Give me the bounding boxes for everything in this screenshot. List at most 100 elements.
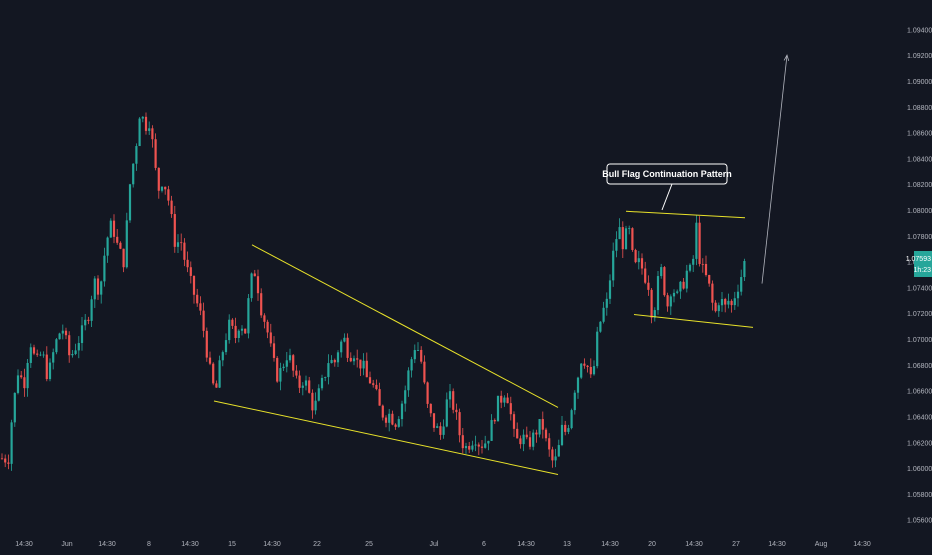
candle-body: [592, 366, 596, 375]
time-axis[interactable]: 14:30 Jun 14:30 8 14:30 15 14:30 22 25 Jul 6 14:30 1…: [15, 541, 871, 548]
candle-body: [682, 281, 685, 289]
candle-body: [362, 360, 365, 369]
trendlines-layer: [213, 210, 754, 476]
x-tick-label: 25: [365, 541, 373, 548]
candle-body: [103, 255, 106, 282]
candle-body: [240, 328, 244, 331]
candle-body: [727, 300, 730, 305]
candle-body: [336, 352, 340, 363]
current-price-tag-bg: [914, 251, 932, 277]
candle-body: [109, 220, 112, 238]
candle-body: [106, 237, 109, 256]
candle-body: [196, 294, 199, 304]
x-tick-label: 14:30: [601, 541, 619, 548]
candle-body: [736, 291, 740, 299]
candle-body: [647, 282, 650, 290]
candle-body: [535, 432, 538, 435]
candle-body: [61, 330, 64, 334]
y-tick-label: 1.06400: [907, 414, 932, 421]
x-tick-label: 14:30: [768, 541, 786, 548]
candle-body: [388, 413, 391, 423]
annotation-box[interactable]: [606, 163, 728, 185]
candle-body: [631, 228, 634, 250]
x-tick-label: 14:30: [263, 541, 281, 548]
price-axis[interactable]: 1.09400 1.09200 1.09000 1.08800 1.08600 1.084…: [907, 27, 932, 524]
candle-body: [16, 375, 20, 393]
candle-body: [80, 325, 84, 344]
candle-body: [724, 299, 727, 305]
x-tick-label: 13: [563, 541, 571, 548]
candle-body: [7, 462, 10, 464]
candle-body: [100, 281, 103, 295]
candle-body: [512, 414, 516, 429]
candle-body: [228, 319, 231, 341]
candle-body: [260, 293, 263, 316]
candle-body: [221, 352, 224, 361]
candle-body: [138, 118, 141, 147]
candle-body: [580, 363, 583, 378]
candle-body: [13, 392, 16, 423]
candle-body: [397, 419, 400, 427]
bar-countdown-label: 1h:23: [913, 267, 931, 274]
y-tick-label: 1.07200: [907, 311, 932, 318]
candle-body: [480, 446, 484, 448]
candle-body: [714, 302, 717, 312]
candle-body: [455, 409, 458, 413]
candle-body: [743, 261, 746, 278]
candle-body: [698, 222, 701, 264]
candle-body: [628, 228, 631, 229]
candle-body: [356, 358, 359, 360]
candle-body: [471, 445, 474, 450]
candle-body: [528, 437, 532, 447]
y-tick-label: 1.08600: [907, 131, 932, 138]
x-tick-label: 6: [482, 541, 486, 548]
candle-body: [509, 403, 512, 415]
candle-body: [708, 275, 711, 284]
candle-body: [688, 264, 692, 271]
candle-body: [730, 300, 733, 306]
flag-upper-line[interactable]: [625, 210, 746, 219]
candle-body: [615, 239, 618, 251]
candle-body: [404, 390, 407, 404]
candle-body: [554, 456, 557, 461]
candle-body: [570, 410, 573, 429]
candle-body: [567, 428, 570, 432]
candle-body: [445, 399, 448, 427]
candle-body: [154, 139, 157, 168]
candle-body: [496, 395, 500, 422]
candle-body: [55, 339, 58, 353]
flag-lower-line[interactable]: [633, 314, 754, 328]
candle-body: [653, 310, 656, 318]
candle-body: [740, 277, 743, 292]
candle-body: [448, 391, 452, 400]
candle-body: [420, 349, 423, 362]
candle-body: [272, 343, 276, 358]
candle-body: [717, 305, 720, 312]
candle-body: [685, 270, 688, 289]
candle-body: [733, 298, 736, 306]
falling-wedge-lower-line[interactable]: [213, 400, 559, 476]
y-tick-label: 1.08400: [907, 156, 932, 163]
candle-body: [525, 434, 528, 438]
candle-body: [458, 412, 461, 436]
candle-body: [157, 167, 160, 191]
annotation-leader-line: [661, 183, 673, 211]
projection-arrow-shaft[interactable]: [761, 55, 788, 284]
candle-body: [87, 319, 90, 321]
candle-body: [253, 273, 256, 277]
y-tick-label: 1.06800: [907, 363, 932, 370]
candle-body: [317, 388, 320, 401]
candle-body: [612, 250, 615, 281]
candle-body: [90, 299, 93, 321]
candle-body: [352, 358, 356, 362]
candle-body: [247, 298, 250, 334]
candle-body: [282, 366, 285, 369]
candle-body: [52, 352, 55, 363]
falling-wedge-upper-line[interactable]: [251, 244, 559, 408]
x-tick-label: 8: [147, 541, 151, 548]
candle-body: [263, 315, 266, 322]
candle-body: [0, 458, 4, 460]
candle-body: [301, 385, 304, 388]
